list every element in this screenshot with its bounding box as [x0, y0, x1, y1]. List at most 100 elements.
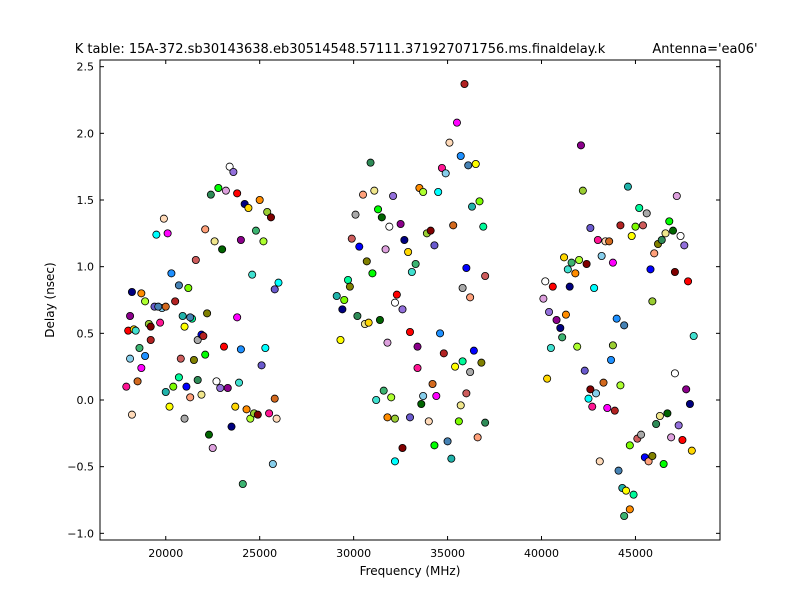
data-point: [221, 186, 230, 195]
data-point: [625, 505, 634, 514]
data-point: [204, 430, 213, 439]
data-point: [436, 329, 445, 338]
data-point: [398, 443, 407, 452]
data-point: [638, 221, 647, 230]
data-point: [212, 377, 221, 386]
data-point: [122, 382, 131, 391]
data-point: [246, 414, 255, 423]
data-point: [451, 362, 460, 371]
data-point: [605, 237, 614, 246]
data-point: [655, 411, 664, 420]
data-point: [560, 253, 569, 262]
data-point: [625, 441, 634, 450]
data-point: [629, 490, 638, 499]
data-point: [141, 297, 150, 306]
data-point: [543, 374, 552, 383]
data-point: [141, 351, 150, 360]
data-point: [541, 277, 550, 286]
data-point: [466, 367, 475, 376]
y-tick-label: 2.0: [77, 127, 95, 140]
data-point: [674, 421, 683, 430]
data-point: [665, 217, 674, 226]
data-point: [458, 283, 467, 292]
data-point: [359, 190, 368, 199]
data-point: [253, 410, 262, 419]
data-point: [578, 186, 587, 195]
data-point: [385, 222, 394, 231]
data-point: [595, 457, 604, 466]
data-point: [680, 241, 689, 250]
data-point: [620, 512, 629, 521]
data-point: [268, 459, 277, 468]
data-point: [445, 138, 454, 147]
data-point: [612, 314, 621, 323]
data-point: [575, 255, 584, 264]
data-point: [659, 459, 668, 468]
data-point: [338, 305, 347, 314]
data-point: [447, 454, 456, 463]
plot-frame: [99, 59, 721, 541]
data-point: [383, 413, 392, 422]
data-point: [233, 189, 242, 198]
x-axis-label: Frequency (MHz): [360, 564, 461, 578]
data-point: [270, 394, 279, 403]
data-point: [176, 354, 185, 363]
data-point: [452, 118, 461, 127]
data-point: [201, 350, 210, 359]
data-point: [419, 187, 428, 196]
data-point: [586, 223, 595, 232]
y-axis-label: Delay (nsec): [43, 262, 57, 337]
data-point: [434, 187, 443, 196]
data-point: [603, 403, 612, 412]
data-point: [171, 297, 180, 306]
data-point: [390, 298, 399, 307]
data-point: [580, 366, 589, 375]
data-point: [180, 414, 189, 423]
data-point: [685, 399, 694, 408]
data-point: [627, 231, 636, 240]
data-point: [672, 191, 681, 200]
data-point: [599, 378, 608, 387]
data-point: [622, 486, 631, 495]
data-point: [616, 221, 625, 230]
data-point: [584, 394, 593, 403]
data-point: [417, 399, 426, 408]
data-point: [231, 402, 240, 411]
data-point: [186, 313, 195, 322]
data-point: [650, 249, 659, 258]
data-point: [462, 389, 471, 398]
data-point: [464, 161, 473, 170]
data-point: [154, 302, 163, 311]
data-point: [546, 343, 555, 352]
data-point: [667, 433, 676, 442]
data-point: [381, 245, 390, 254]
data-point: [169, 382, 178, 391]
data-point: [345, 282, 354, 291]
data-point: [127, 287, 136, 296]
data-point: [332, 291, 341, 300]
data-point: [197, 390, 206, 399]
data-point: [362, 257, 371, 266]
data-point: [375, 315, 384, 324]
data-point: [146, 335, 155, 344]
data-point: [257, 361, 266, 370]
data-point: [419, 391, 428, 400]
data-point: [146, 322, 155, 331]
data-point: [238, 479, 247, 488]
data-point: [186, 393, 195, 402]
data-point: [607, 355, 616, 364]
data-point: [648, 451, 657, 460]
data-point: [413, 363, 422, 372]
data-point: [648, 297, 657, 306]
data-point: [663, 409, 672, 418]
data-point: [471, 159, 480, 168]
data-point: [405, 327, 414, 336]
y-tick-label: −0.5: [67, 461, 94, 474]
data-point: [443, 437, 452, 446]
data-point: [227, 422, 236, 431]
x-tick-label: 45000: [618, 547, 653, 560]
data-point: [340, 295, 349, 304]
data-point: [208, 443, 217, 452]
data-point: [178, 311, 187, 320]
